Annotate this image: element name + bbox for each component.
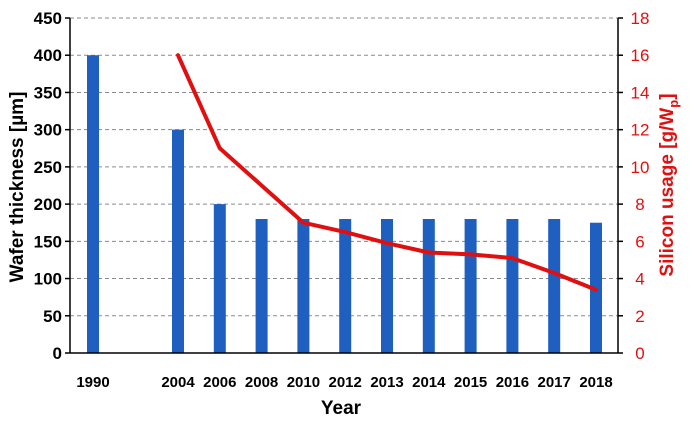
x-tick-label: 2017 bbox=[538, 374, 571, 391]
y2-tick-label: 4 bbox=[635, 270, 644, 289]
y-tick-label: 100 bbox=[34, 270, 62, 289]
bar bbox=[87, 55, 99, 353]
y2-tick-label: 0 bbox=[635, 344, 644, 363]
y-tick-label: 350 bbox=[34, 83, 62, 102]
bar bbox=[548, 219, 561, 353]
line-layer bbox=[176, 53, 598, 292]
x-tick-label: 2006 bbox=[203, 374, 236, 391]
y2-axis-title: Silicon usage [g/Wp] bbox=[657, 93, 681, 276]
x-tick-label: 2010 bbox=[287, 374, 320, 391]
bar bbox=[464, 219, 477, 353]
ticks-layer: 0 50 100 150 200 250 300 350 400 450 0 2 4 6 8 10 12 14 16… bbox=[34, 9, 650, 391]
y-tick-label: 450 bbox=[34, 9, 62, 28]
y2-tick-label: 10 bbox=[631, 158, 650, 177]
y2-axis-title-subscript: p bbox=[666, 100, 681, 108]
y2-tick-label: 12 bbox=[631, 121, 650, 140]
y-tick-label: 300 bbox=[34, 121, 62, 140]
grid-layer bbox=[70, 17, 618, 317]
bar bbox=[213, 204, 226, 353]
x-tick-label: 2004 bbox=[161, 374, 195, 391]
bar bbox=[297, 219, 310, 353]
y-tick-label: 250 bbox=[34, 158, 62, 177]
y2-tick-label: 14 bbox=[631, 83, 650, 102]
x-tick-label: 2014 bbox=[412, 374, 446, 391]
x-tick-label: 2012 bbox=[329, 374, 362, 391]
x-tick-label: 2008 bbox=[245, 374, 278, 391]
bar bbox=[381, 219, 393, 353]
bar bbox=[506, 219, 519, 353]
silicon-usage-line bbox=[176, 53, 598, 292]
axes-layer bbox=[69, 18, 619, 354]
bar bbox=[339, 219, 352, 353]
y2-tick-label: 8 bbox=[635, 195, 644, 214]
y2-tick-label: 18 bbox=[631, 9, 650, 28]
bar bbox=[172, 129, 184, 353]
x-tick-label: 2015 bbox=[454, 374, 487, 391]
y2-axis-title-close: ] bbox=[657, 93, 678, 99]
y2-axis-title-main: Silicon usage [g/W bbox=[657, 108, 678, 277]
y-tick-label: 150 bbox=[34, 232, 62, 251]
bar bbox=[255, 219, 268, 353]
y2-tick-label: 16 bbox=[631, 46, 650, 65]
y2-tick-label: 6 bbox=[635, 232, 644, 251]
y-tick-label: 0 bbox=[53, 344, 62, 363]
y-tick-label: 400 bbox=[34, 46, 62, 65]
x-tick-label: 1990 bbox=[76, 374, 109, 391]
x-axis-title: Year bbox=[321, 398, 362, 419]
x-tick-label: 2016 bbox=[496, 374, 529, 391]
x-tick-label: 2013 bbox=[370, 374, 403, 391]
x-tick-label: 2018 bbox=[579, 374, 612, 391]
bar bbox=[422, 219, 435, 353]
y-tick-label: 200 bbox=[34, 195, 62, 214]
y-tick-label: 50 bbox=[43, 307, 62, 326]
y2-tick-label: 2 bbox=[635, 307, 644, 326]
y-axis-title: Wafer thickness [µm] bbox=[7, 92, 28, 283]
